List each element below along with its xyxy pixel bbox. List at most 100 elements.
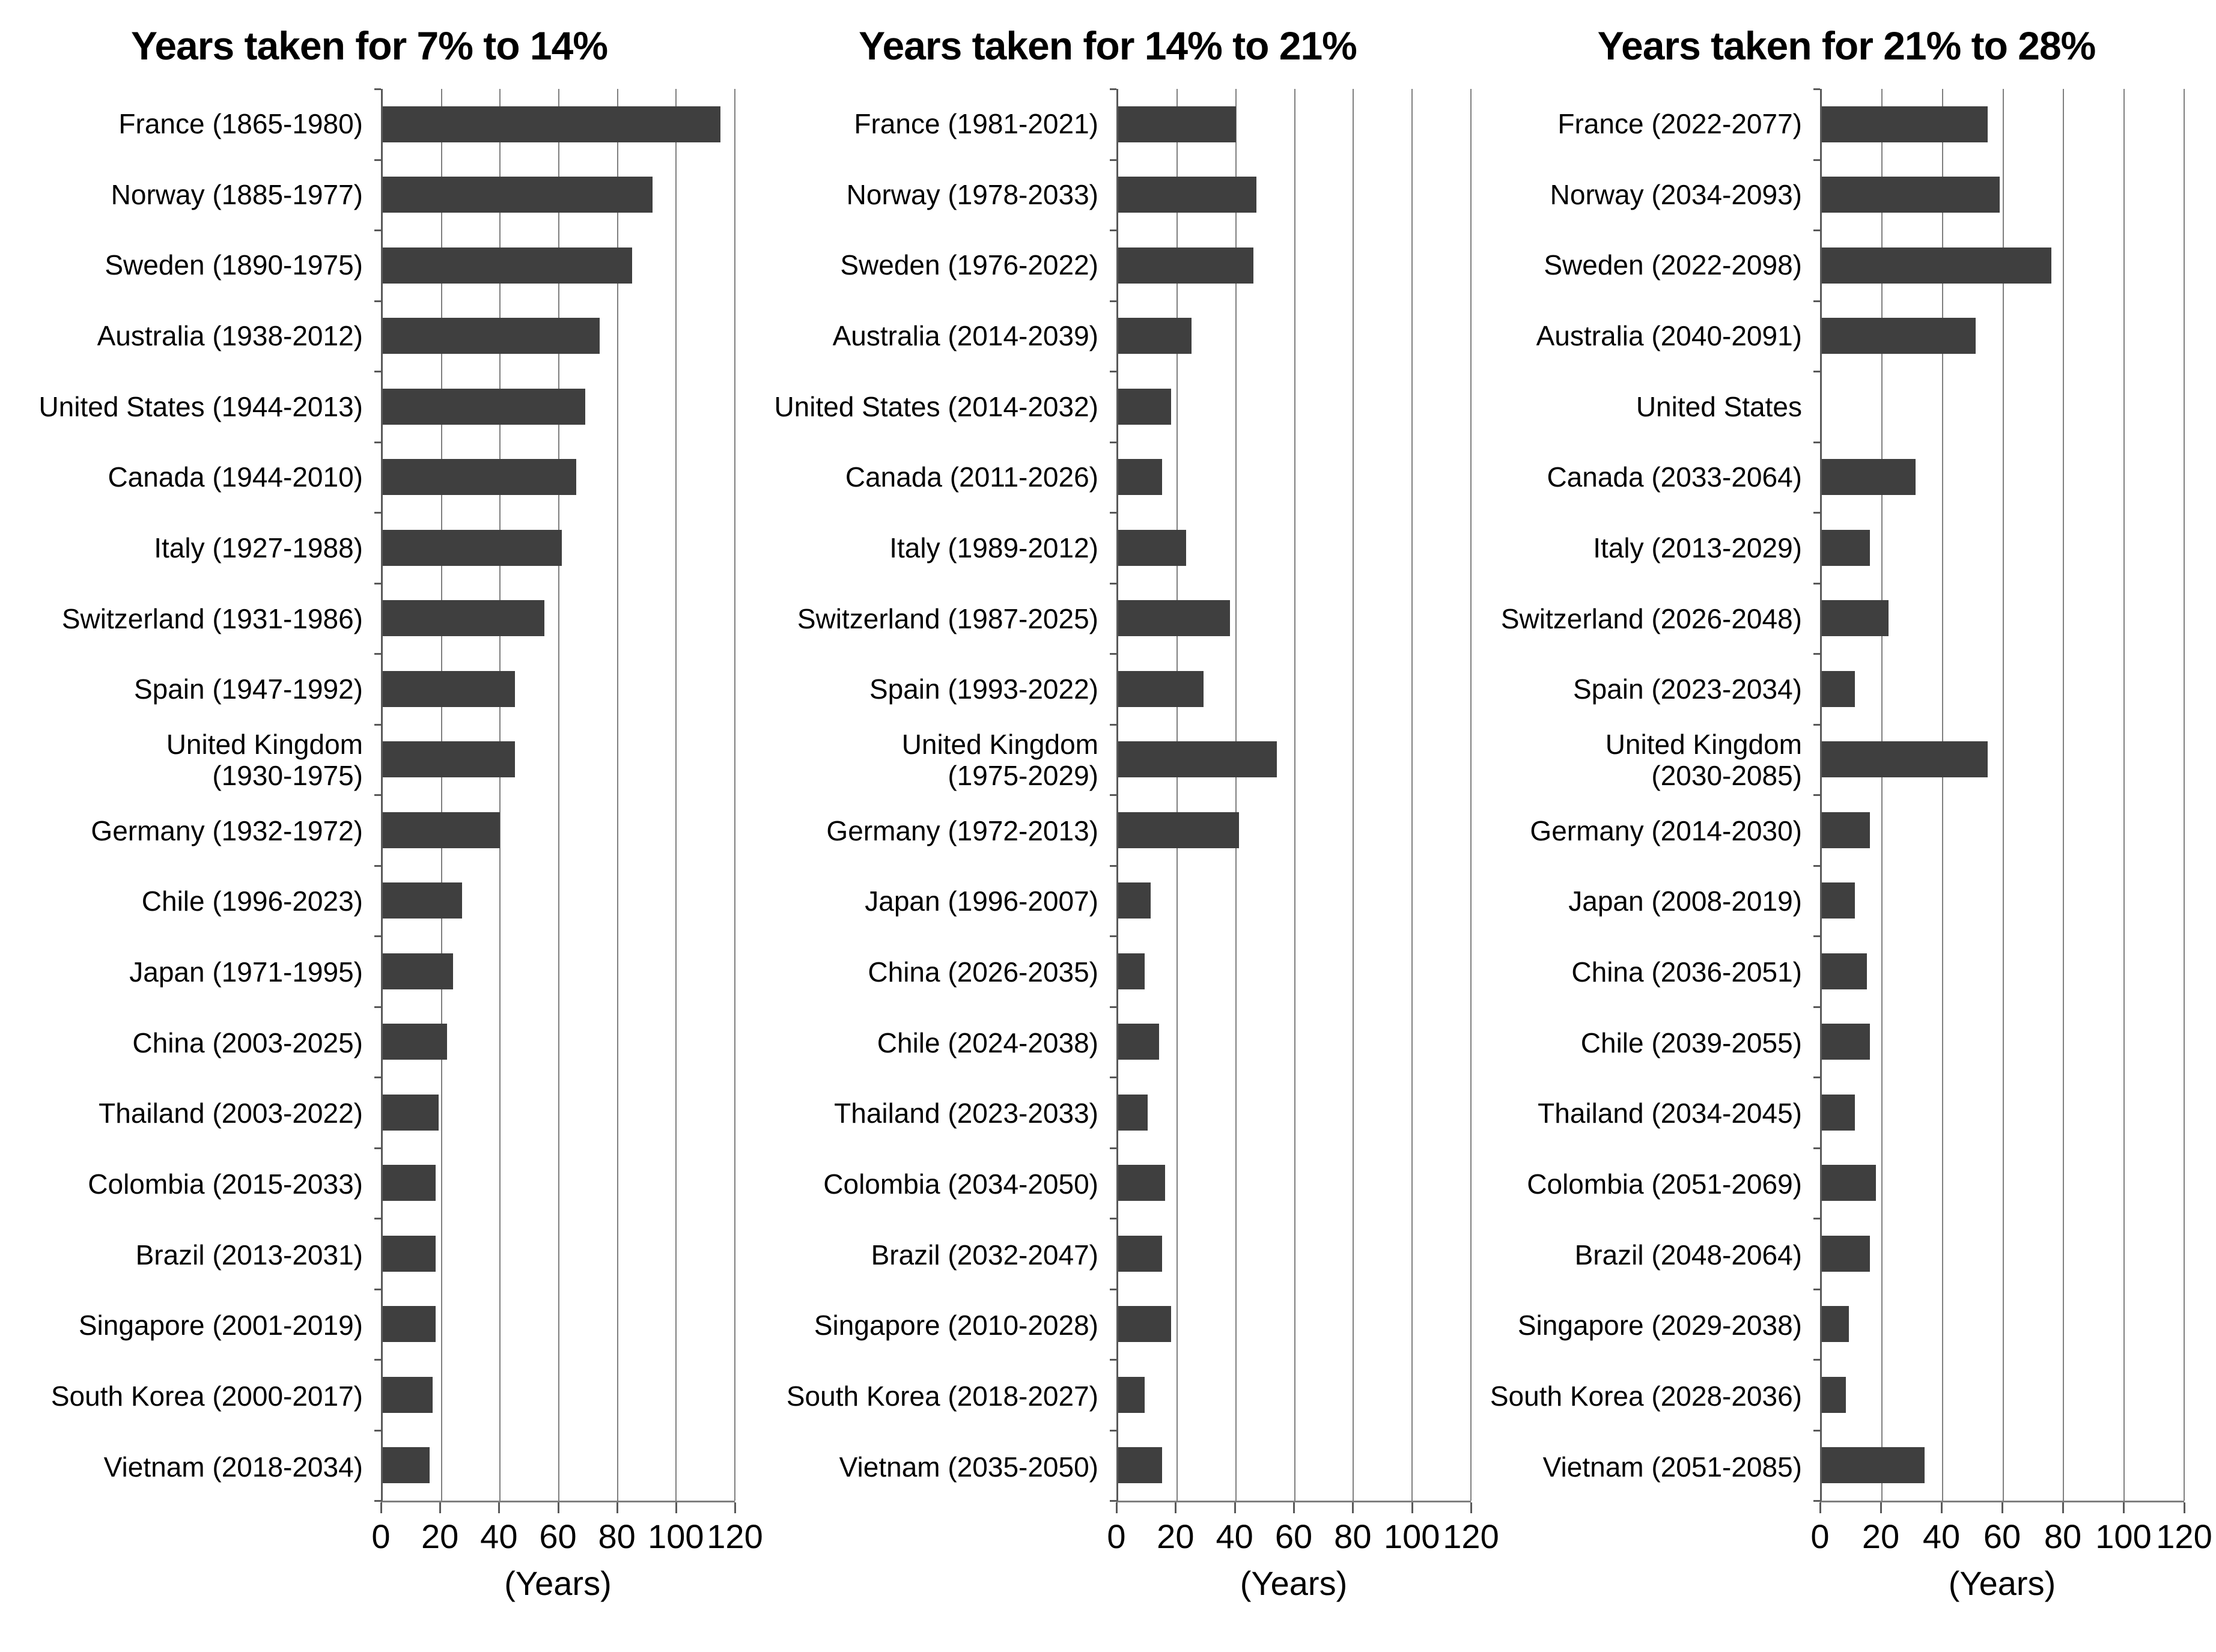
bar (383, 882, 462, 919)
bar-row (1118, 936, 1471, 1007)
row-label: South Korea (2028-2036) (1490, 1380, 1802, 1412)
bar-row (383, 936, 735, 1007)
gridline (440, 89, 442, 1501)
row-label: Switzerland (1931-1986) (61, 603, 363, 634)
row-label: Australia (2014-2039) (832, 320, 1098, 352)
x-axis-tick-labels: 0 20 40 60 80 100 120 (1810, 1513, 2212, 1560)
bar (1118, 459, 1163, 496)
y-axis-tick (1110, 229, 1116, 231)
y-axis-tick (1110, 653, 1116, 655)
y-axis-tick (374, 864, 381, 867)
row-label: Canada (1944-2010) (108, 461, 363, 493)
bar-row (1822, 230, 2184, 301)
x-axis-tick (616, 1502, 618, 1513)
bar-row (1822, 301, 2184, 372)
row-label: United Kingdom (2030-2085) (1605, 729, 1802, 791)
gridline (2002, 89, 2004, 1501)
plot-area (374, 88, 735, 1502)
bar-row (1118, 512, 1471, 583)
x-axis-tick (1175, 1502, 1177, 1513)
plot-column: 0 20 40 60 80 100 120 (Years) (371, 88, 763, 1603)
y-axis-tick (374, 1077, 381, 1078)
bar (383, 1447, 430, 1484)
gridline (1235, 89, 1237, 1501)
y-axis-tick (1813, 1077, 1820, 1078)
y-axis-tick (1813, 512, 1820, 514)
y-axis-tick (1110, 441, 1116, 443)
bar (383, 106, 720, 142)
bar-row (1118, 654, 1471, 724)
bar (383, 1235, 436, 1272)
y-axis-tick (1110, 935, 1116, 937)
chart-title: Years taken for 7% to 14% (130, 23, 608, 68)
plot-column: 0 20 40 60 80 100 120 (Years) (1107, 88, 1499, 1603)
chart-panel-7-to-14: Years taken for 7% to 14% France (1865-1… (0, 11, 763, 1652)
x-axis-tick (1819, 1502, 1821, 1513)
y-axis-tick (1813, 1006, 1820, 1008)
bar (1822, 247, 2051, 284)
y-axis-tick (1813, 1218, 1820, 1219)
bar-row (383, 1148, 735, 1219)
bar-row (383, 866, 735, 937)
bar-row (1822, 512, 2184, 583)
bar-row (1822, 795, 2184, 866)
y-axis-tick (1110, 1218, 1116, 1219)
bar (1822, 106, 1988, 142)
x-axis-tick (557, 1502, 559, 1513)
y-axis-tick (1110, 512, 1116, 514)
gridline (1294, 89, 1295, 1501)
bar (1822, 1306, 1849, 1343)
chart-panel-14-to-21: Years taken for 14% to 21% France (1981-… (738, 11, 1499, 1652)
x-axis-tick-label: 20 (1157, 1517, 1195, 1555)
y-axis-tick (1813, 88, 1820, 90)
row-label: Sweden (1976-2022) (840, 249, 1098, 281)
y-axis-tick (1813, 1429, 1820, 1432)
row-label: Spain (1947-1992) (133, 673, 363, 705)
y-axis-tick (1110, 1077, 1116, 1078)
y-axis-tick (1813, 1147, 1820, 1149)
bar (383, 1306, 436, 1343)
bar (1118, 1165, 1166, 1201)
y-axis-tick (1110, 1006, 1116, 1008)
y-axis-tick (1110, 582, 1116, 585)
bar (383, 318, 600, 354)
x-axis-tick-labels: 0 20 40 60 80 100 120 (371, 1513, 763, 1560)
x-axis-tick-label: 40 (480, 1517, 518, 1555)
y-axis-tick (374, 159, 381, 161)
bar (1118, 1447, 1163, 1484)
row-label: Brazil (2048-2064) (1574, 1239, 1802, 1271)
bar-row (383, 371, 735, 442)
y-axis-tick (1813, 582, 1820, 585)
y-axis-tick (1813, 159, 1820, 161)
x-axis-tick-label: 20 (1861, 1517, 1900, 1555)
x-axis-ticks (1116, 1502, 1472, 1513)
y-axis-tick (374, 371, 381, 372)
bar (1822, 670, 1855, 707)
y-axis-tick (1813, 723, 1820, 726)
bar-row (383, 512, 735, 583)
bar-row (383, 1289, 735, 1360)
y-axis-tick (374, 1359, 381, 1361)
y-axis-tick (1110, 1429, 1116, 1432)
y-axis-tick (374, 441, 381, 443)
x-axis-title: (Years) (1240, 1564, 1348, 1602)
row-label: Norway (2034-2093) (1550, 178, 1802, 210)
bar (383, 1024, 448, 1060)
x-axis-tick (439, 1502, 442, 1513)
bar-row (1118, 795, 1471, 866)
bar-row (1822, 442, 2184, 513)
bar (383, 1376, 433, 1413)
x-axis-ticks (380, 1502, 736, 1513)
x-axis-tick (1940, 1502, 1943, 1513)
bar-row (383, 795, 735, 866)
row-label: United Kingdom (1930-1975) (166, 729, 363, 791)
y-axis-tick (374, 794, 381, 796)
bar-row (383, 1218, 735, 1289)
bar (1118, 247, 1254, 284)
bar-row (1822, 1359, 2184, 1430)
row-label: United States (1636, 390, 1802, 422)
x-axis-tick-label: 60 (1983, 1517, 2021, 1555)
gridline (2184, 89, 2185, 1501)
bar (383, 177, 653, 213)
row-label: Chile (2024-2038) (877, 1027, 1098, 1058)
